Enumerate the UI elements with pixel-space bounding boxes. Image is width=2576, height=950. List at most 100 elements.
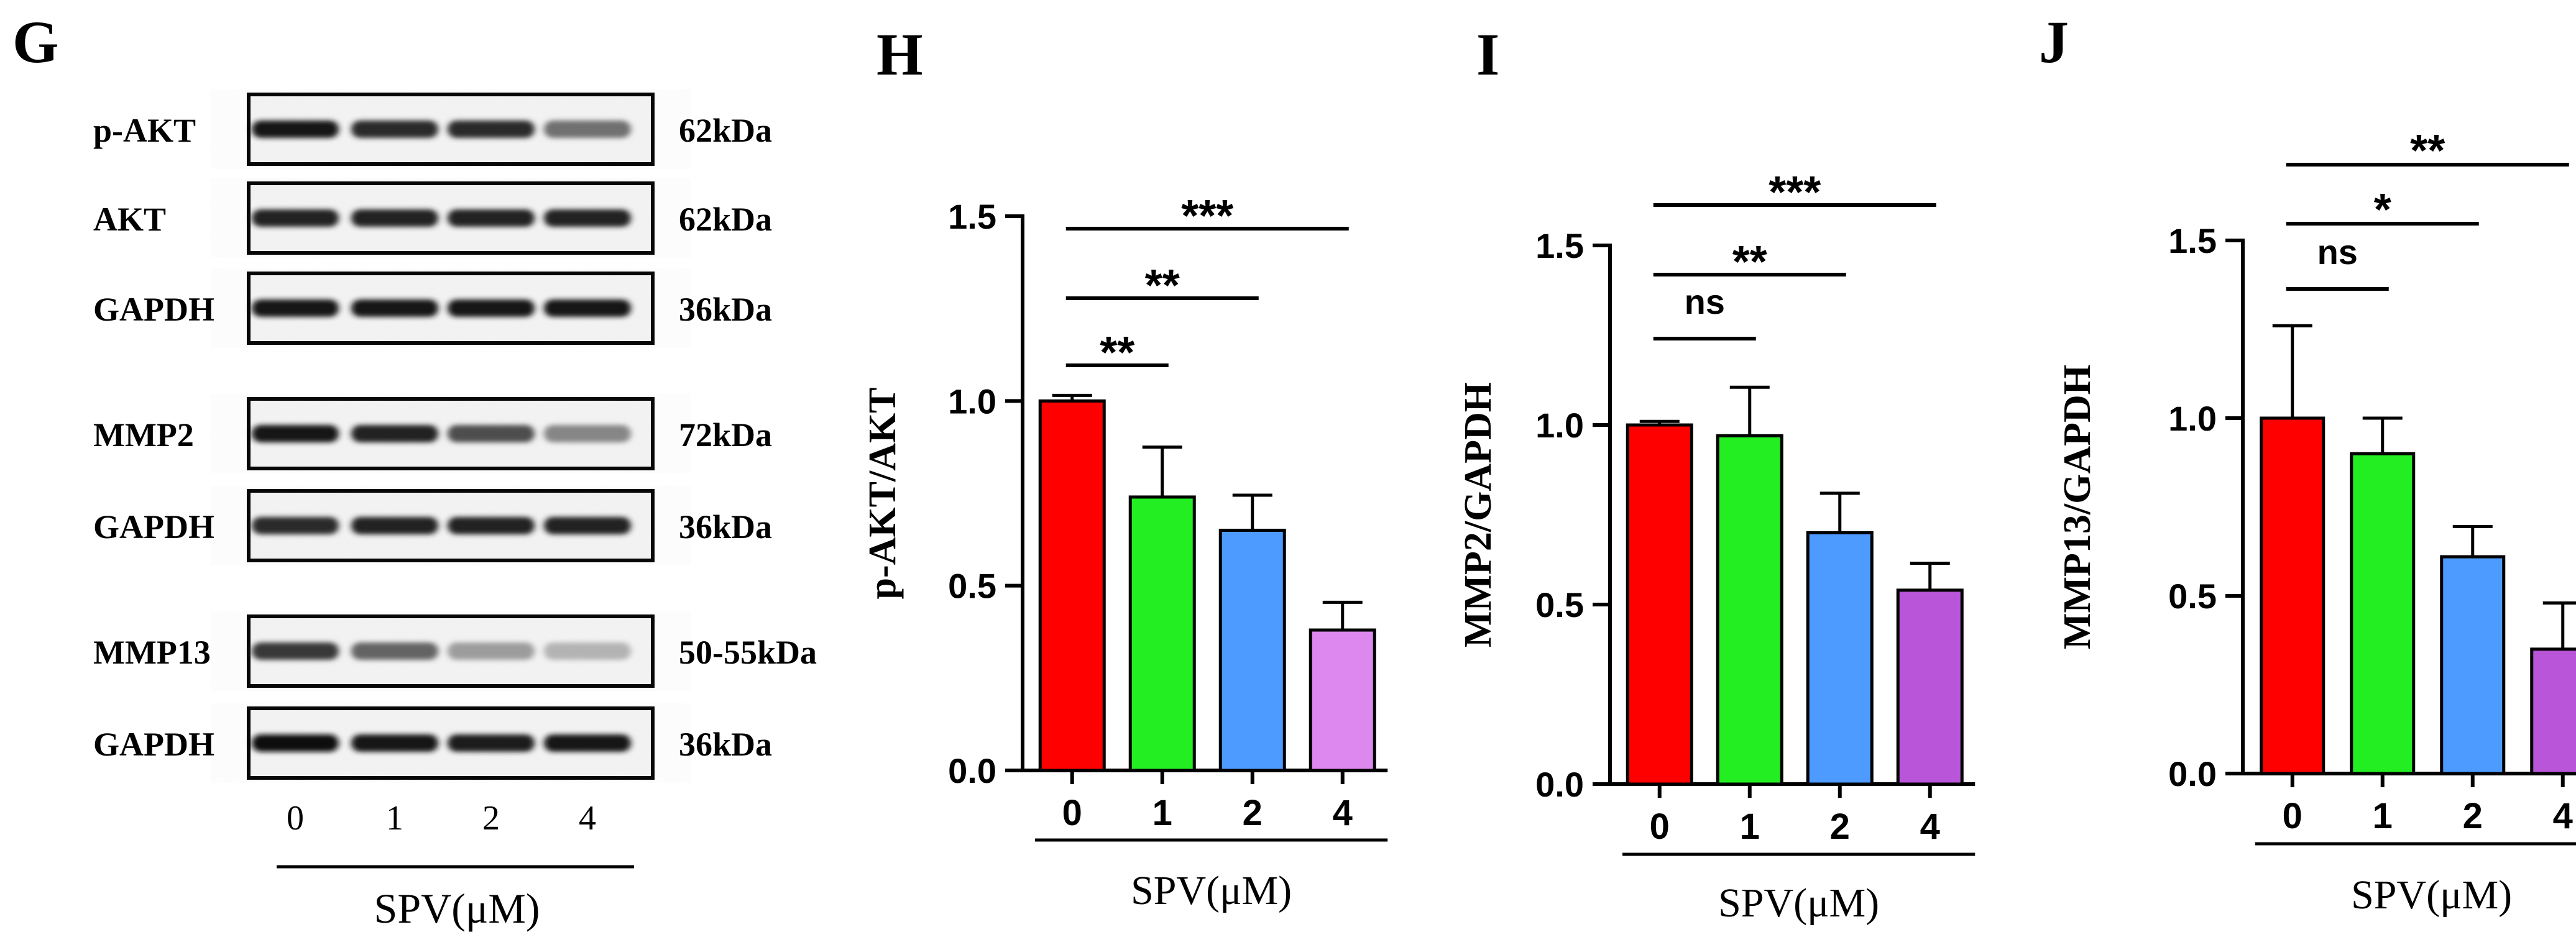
bar [1806,531,1874,786]
blot-band [351,121,438,138]
blot-band [351,209,438,227]
bar [1038,399,1106,772]
significance-label: *** [1769,168,1821,217]
blot-size-label: 36kDa [679,726,772,763]
y-tick-label: 0.0 [948,751,996,790]
blot-band [448,209,535,227]
x-tick-label: 0 [1062,793,1082,833]
blot-x-axis-label: SPV(μM) [374,885,540,932]
panel-label-h: H [876,21,923,88]
blot-band [448,121,535,138]
bar [2440,555,2506,775]
blot-band [544,642,631,660]
blot-lane-label: 0 [287,799,304,838]
blot-band [252,517,339,534]
panel-label-g: G [12,9,59,75]
blot-protein-label: GAPDH [93,291,214,328]
blot-row: GAPDH 36kDa [93,489,772,562]
western-blot-panel: p-AKT 62kDa AKT 62kDa GAPDH 36kDa MMP2 72kDa GAP… [93,93,817,932]
bar [2260,416,2325,775]
blot-lane-label: 2 [482,799,500,838]
blot-band [544,209,631,227]
blot-protein-label: GAPDH [93,508,214,546]
blot-protein-label: MMP13 [93,634,211,671]
blot-size-label: 50-55kDa [679,634,817,671]
x-axis-label: SPV(μM) [1718,880,1879,926]
blot-row: GAPDH 36kDa [93,272,772,345]
blot-band [448,425,535,442]
blot-band [252,209,339,227]
y-tick-label: 1.0 [1535,406,1584,445]
blot-protein-label: p-AKT [93,112,196,149]
x-tick-label: 4 [1333,793,1353,833]
blot-band [448,517,535,534]
blot-band [448,734,535,752]
significance-label: ns [1685,282,1725,321]
significance-label: *** [1181,191,1233,241]
blot-protein-label: MMP2 [93,416,194,454]
x-tick-label: 0 [2283,796,2302,836]
blot-band [351,517,438,534]
blot-size-label: 62kDa [679,201,772,238]
x-tick-label: 2 [1830,806,1850,847]
x-tick-label: 1 [1740,806,1760,847]
x-tick-label: 2 [2463,796,2483,836]
blot-row: AKT 62kDa [93,181,772,255]
bar [1309,628,1376,772]
y-axis-label: MMP13/GAPDH [2056,365,2099,649]
blot-band [544,517,631,534]
bar [1896,588,1964,786]
blot-band [252,425,339,442]
y-axis-label: p-AKT/AKT [862,387,904,599]
bar [1218,528,1286,772]
blot-band [351,642,438,660]
significance-label: * [2374,185,2391,235]
x-tick-label: 1 [1152,793,1172,833]
blot-lane-label: 1 [386,799,403,838]
significance-label: ** [1145,261,1180,311]
blot-band [544,121,631,138]
blot-row: p-AKT 62kDa [93,93,772,166]
y-tick-label: 0.5 [2168,577,2217,616]
bar [1716,434,1783,786]
blot-band [544,299,631,317]
blot-band [351,734,438,752]
blot-size-label: 62kDa [679,112,772,149]
blot-band [252,299,339,317]
y-tick-label: 1.0 [948,381,996,421]
bar [2530,647,2576,775]
blot-band [252,734,339,752]
significance-label: ** [2410,126,2445,176]
x-tick-label: 4 [1920,806,1940,847]
blot-row: MMP13 50-55kDa [93,614,817,688]
x-axis-label: SPV(μM) [2351,872,2512,918]
blot-size-label: 72kDa [679,416,772,454]
blot-protein-label: GAPDH [93,726,214,763]
blot-row: GAPDH 36kDa [93,706,772,780]
x-tick-label: 4 [2553,796,2573,836]
blot-size-label: 36kDa [679,291,772,328]
blot-band [351,299,438,317]
x-tick-label: 0 [1650,806,1670,847]
blot-size-label: 36kDa [679,508,772,546]
bar [1626,423,1693,786]
x-tick-label: 2 [1243,793,1263,833]
blot-band [544,734,631,752]
blot-band [448,299,535,317]
blot-band [351,425,438,442]
blot-band [252,121,339,138]
significance-label: ** [1732,237,1767,287]
y-tick-label: 0.5 [1535,585,1584,624]
y-axis-label: MMP2/GAPDH [1457,382,1499,647]
y-tick-label: 0.0 [2168,754,2217,793]
bar [2350,452,2416,775]
blot-band [252,642,339,660]
y-tick-label: 1.0 [2168,399,2217,438]
panel-label-i: I [1476,21,1499,88]
x-axis-label: SPV(μM) [1131,868,1292,913]
y-tick-label: 1.5 [2168,221,2217,260]
y-tick-label: 0.0 [1535,765,1584,804]
